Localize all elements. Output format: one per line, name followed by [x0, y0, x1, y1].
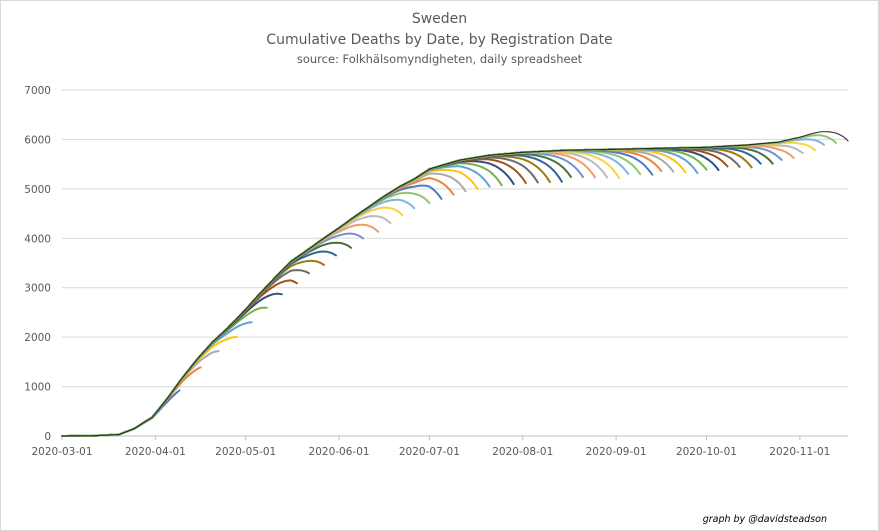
series-line [61, 158, 527, 437]
series-line [61, 177, 455, 437]
series-line [61, 168, 479, 437]
x-tick-label: 2020-11-01 [769, 446, 830, 458]
series-line [61, 141, 816, 437]
series-line [61, 146, 762, 437]
y-tick-label: 6000 [24, 134, 51, 146]
chart-source: source: Folkhälsomyndigheten, daily spre… [296, 52, 583, 66]
series-line [61, 145, 783, 437]
series-line [61, 250, 337, 437]
y-tick-label: 1000 [24, 382, 51, 394]
series-line [61, 149, 642, 437]
series-line [61, 148, 687, 437]
series-line [61, 149, 663, 437]
y-tick-label: 0 [44, 431, 51, 443]
x-tick-label: 2020-03-01 [31, 446, 92, 458]
series-line [61, 232, 365, 437]
series-line [61, 150, 621, 437]
series-line [61, 151, 609, 437]
chart-subtitle: Cumulative Deaths by Date, by Registrati… [266, 32, 613, 48]
series-line [61, 147, 753, 437]
y-tick-label: 2000 [24, 332, 51, 344]
y-tick-label: 5000 [24, 184, 51, 196]
y-tick-label: 4000 [24, 233, 51, 245]
series-line [61, 146, 774, 437]
series-line [61, 259, 325, 437]
y-tick-label: 7000 [24, 85, 51, 97]
x-tick-label: 2020-04-01 [125, 446, 186, 458]
x-axis-ticks: 2020-03-01 2020-04-01 2020-05-01 2020-06-01… [31, 436, 830, 458]
series-line [61, 366, 202, 437]
series-line [61, 279, 298, 437]
series-line [61, 154, 563, 437]
series-lines [61, 131, 849, 437]
grid-lines [62, 89, 848, 437]
series-line [61, 153, 572, 437]
chart-title: Sweden [411, 11, 468, 27]
series-line [61, 215, 392, 437]
series-line [61, 206, 404, 437]
series-line [61, 148, 699, 437]
series-line [61, 152, 584, 437]
x-tick-label: 2020-06-01 [309, 446, 370, 458]
series-line [61, 148, 708, 437]
series-line [61, 149, 654, 437]
series-line [61, 148, 675, 437]
x-tick-label: 2020-09-01 [586, 446, 647, 458]
series-line [61, 151, 596, 437]
x-tick-label: 2020-08-01 [492, 446, 553, 458]
series-line [61, 172, 467, 437]
x-tick-label: 2020-05-01 [215, 446, 276, 458]
x-tick-label: 2020-10-01 [676, 446, 737, 458]
chart-credit: graph by @davidsteadson [702, 514, 827, 525]
y-axis-ticks: 0 1000 2000 3000 4000 5000 6000 7000 [24, 85, 51, 443]
series-line [61, 223, 380, 437]
series-line [61, 321, 253, 437]
series-line [61, 156, 539, 437]
series-line [61, 165, 491, 437]
series-line [61, 155, 551, 437]
series-line [61, 131, 849, 437]
series-line [61, 162, 503, 437]
series-line [61, 389, 181, 437]
series-line [61, 160, 515, 437]
x-tick-label: 2020-07-01 [399, 446, 460, 458]
series-line [61, 149, 630, 437]
y-tick-label: 3000 [24, 283, 51, 295]
series-line [61, 292, 283, 437]
series-line [61, 147, 741, 437]
